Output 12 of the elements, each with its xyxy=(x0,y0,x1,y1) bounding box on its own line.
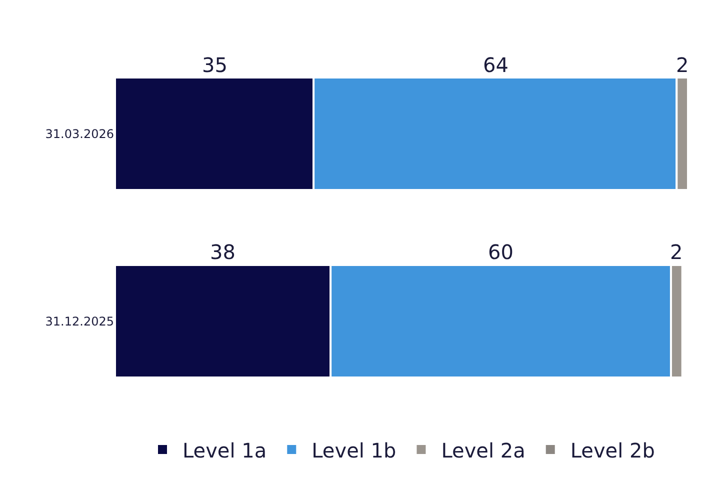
data-label: 60 xyxy=(488,240,514,264)
y-tick-label: 31.03.2026 xyxy=(45,126,114,141)
data-label: 38 xyxy=(210,240,236,264)
legend-label: Level 2a xyxy=(441,438,526,462)
legend-label: Level 1b xyxy=(312,438,396,462)
data-label: 35 xyxy=(202,53,228,77)
data-label: 2 xyxy=(676,53,689,77)
legend-label: Level 2b xyxy=(570,438,655,462)
data-label: 64 xyxy=(483,53,508,77)
legend-label: Level 1a xyxy=(182,438,267,462)
y-tick-label: 31.12.2025 xyxy=(45,314,114,328)
data-label: 2 xyxy=(670,240,683,264)
